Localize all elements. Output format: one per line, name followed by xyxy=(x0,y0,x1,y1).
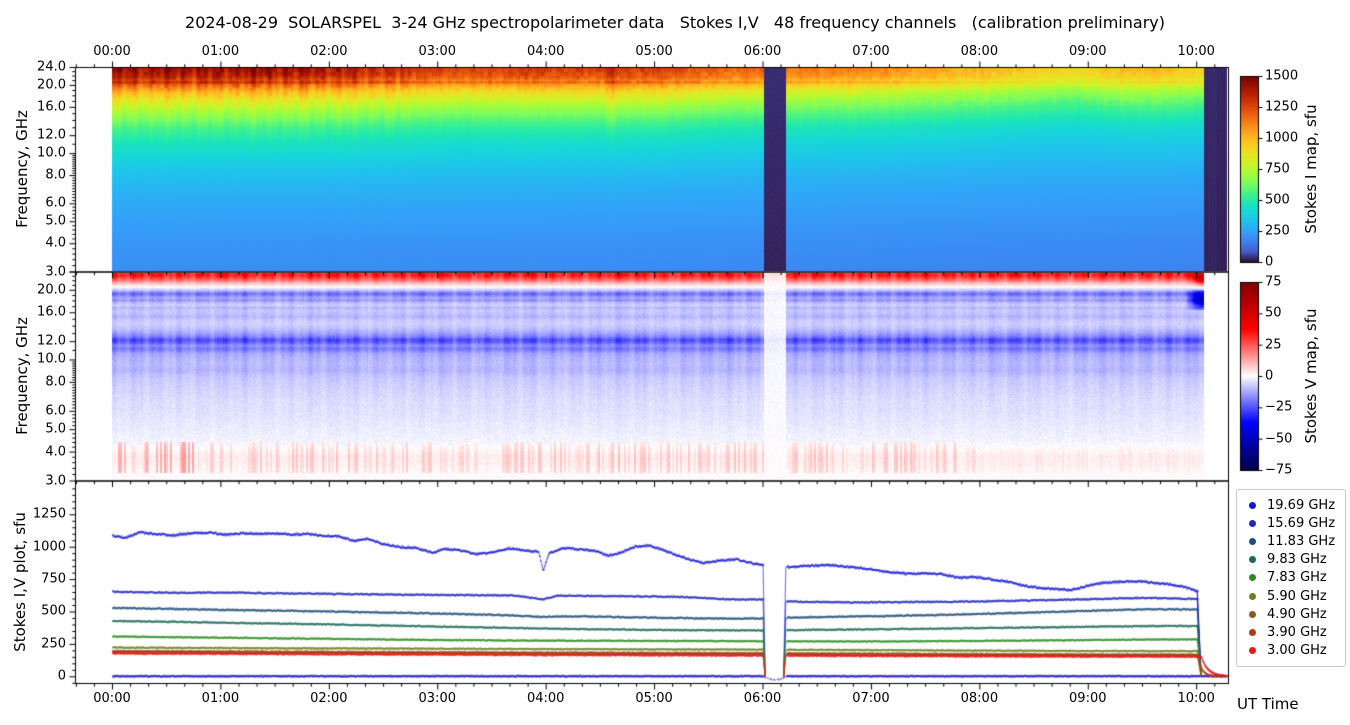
legend-label: 3.00 GHz xyxy=(1267,643,1327,659)
legend-label: 15.69 GHz xyxy=(1267,515,1336,531)
flux-tick-label: 0 xyxy=(57,668,66,684)
freq-tick-label-top-panel: 3.0 xyxy=(45,264,66,279)
legend-marker-icon xyxy=(1249,628,1256,636)
freq-tick-label-top-panel: 16.0 xyxy=(37,99,66,115)
legend-label: 9.83 GHz xyxy=(1267,552,1327,568)
legend: 19.69 GHz 15.69 GHz 11.83 GHz 9.83 GHz 7.83 … xyxy=(1236,489,1346,667)
freq-tick-label-top-panel: 10.0 xyxy=(37,145,66,161)
stokes-i-cbar-tick-label: 1250 xyxy=(1265,99,1299,115)
legend-label: 19.69 GHz xyxy=(1267,497,1336,513)
legend-label: 4.90 GHz xyxy=(1267,606,1327,622)
legend-label: 11.83 GHz xyxy=(1267,533,1336,549)
stokes-v-cbar-tick-label: 75 xyxy=(1265,274,1282,290)
stokes-i-cbar-tick-label: 750 xyxy=(1265,161,1290,177)
stokes-i-cbar-tick-label: 0 xyxy=(1265,254,1274,270)
stokes-i-cbar-tick-label: 250 xyxy=(1265,223,1290,239)
freq-axis-label-top: Frequency, GHz xyxy=(13,110,31,228)
x-tick-label-top: 00:00 xyxy=(93,44,131,59)
freq-tick-label-middle-panel: 5.0 xyxy=(45,421,66,437)
freq-tick-label-top-panel: 5.0 xyxy=(45,213,66,229)
x-tick-label-top: 07:00 xyxy=(852,44,890,59)
freq-tick-label-top-panel: 24.0 xyxy=(37,59,66,75)
flux-axis-label: Stokes I,V plot, sfu xyxy=(11,512,29,652)
stokes-i-cbar-tick-label: 500 xyxy=(1265,192,1290,208)
x-tick-label-bottom: 01:00 xyxy=(201,691,240,706)
flux-tick-label: 250 xyxy=(41,636,66,652)
figure-title: 2024-08-29 SOLARSPEL 3-24 GHz spectropol… xyxy=(185,13,1165,32)
freq-tick-label-top-panel: 12.0 xyxy=(37,127,66,143)
x-tick-label-bottom: 06:00 xyxy=(743,691,782,706)
x-tick-label-top: 09:00 xyxy=(1069,44,1107,59)
x-tick-label-bottom: 04:00 xyxy=(526,691,565,706)
stokes-v-cbar-tick-label: −25 xyxy=(1265,399,1293,415)
stokes-i-cbar-label: Stokes I map, sfu xyxy=(1302,104,1320,234)
stokes-v-cbar-tick-label: 25 xyxy=(1265,337,1282,353)
legend-marker-icon xyxy=(1249,556,1256,564)
legend-marker-icon xyxy=(1249,519,1256,527)
flux-tick-label: 1000 xyxy=(32,539,66,555)
x-tick-label-top: 04:00 xyxy=(526,44,565,59)
freq-tick-label-middle-panel: 10.0 xyxy=(37,351,66,367)
freq-tick-label-middle-panel: 12.0 xyxy=(37,333,66,349)
freq-tick-label-top-panel: 8.0 xyxy=(45,167,66,183)
legend-marker-icon xyxy=(1249,501,1256,509)
freq-axis-label-middle: Frequency, GHz xyxy=(13,317,31,435)
freq-tick-label-top-panel: 20.0 xyxy=(37,77,66,93)
legend-item: 7.83 GHz xyxy=(1245,569,1345,587)
stokes-v-cbar-tick-label: −75 xyxy=(1265,462,1293,478)
legend-label: 7.83 GHz xyxy=(1267,570,1327,586)
x-tick-label-bottom: 10:00 xyxy=(1177,691,1215,706)
stokes-v-cbar-tick-label: 50 xyxy=(1265,305,1282,321)
legend-label: 3.90 GHz xyxy=(1267,624,1327,640)
stokes-v-cbar-tick-label: −50 xyxy=(1265,431,1293,447)
x-tick-label-bottom: 00:00 xyxy=(93,691,131,706)
legend-item: 4.90 GHz xyxy=(1245,605,1345,623)
legend-marker-icon xyxy=(1249,537,1256,545)
legend-marker-icon xyxy=(1249,592,1256,600)
x-tick-label-top: 01:00 xyxy=(201,44,240,59)
legend-item: 19.69 GHz xyxy=(1245,496,1345,514)
legend-item: 9.83 GHz xyxy=(1245,551,1345,569)
stokes-i-cbar-tick-label: 1000 xyxy=(1265,130,1299,146)
freq-tick-label-top-panel: 6.0 xyxy=(45,195,66,211)
x-tick-label-bottom: 09:00 xyxy=(1069,691,1107,706)
x-tick-label-top: 10:00 xyxy=(1177,44,1215,59)
legend-item: 3.90 GHz xyxy=(1245,623,1345,641)
freq-tick-label-middle-panel: 6.0 xyxy=(45,403,66,419)
flux-tick-label: 500 xyxy=(41,603,66,619)
x-tick-label-top: 03:00 xyxy=(418,44,456,59)
stokes-v-cbar-tick-label: 0 xyxy=(1265,368,1274,384)
legend-item: 3.00 GHz xyxy=(1245,642,1345,660)
freq-tick-label-middle-panel: 4.0 xyxy=(45,444,66,460)
freq-tick-label-top-panel: 4.0 xyxy=(45,235,66,251)
flux-tick-label: 750 xyxy=(41,571,66,587)
time-axis-label: UT Time xyxy=(1237,695,1299,713)
stokes-v-cbar-label: Stokes V map, sfu xyxy=(1302,308,1320,444)
x-tick-label-top: 02:00 xyxy=(310,44,348,59)
legend-label: 5.90 GHz xyxy=(1267,588,1327,604)
legend-item: 5.90 GHz xyxy=(1245,587,1345,605)
x-tick-label-bottom: 03:00 xyxy=(418,691,456,706)
freq-tick-label-middle-panel: 20.0 xyxy=(37,282,66,298)
freq-tick-label-middle-panel: 3.0 xyxy=(45,473,66,488)
legend-marker-icon xyxy=(1249,610,1256,618)
x-tick-label-top: 06:00 xyxy=(743,44,782,59)
x-tick-label-bottom: 05:00 xyxy=(635,691,673,706)
x-tick-label-top: 05:00 xyxy=(635,44,673,59)
x-tick-label-bottom: 08:00 xyxy=(960,691,999,706)
flux-tick-label: 1250 xyxy=(32,506,66,522)
x-tick-label-bottom: 02:00 xyxy=(310,691,348,706)
stokes-i-cbar-tick-label: 1500 xyxy=(1265,68,1299,84)
legend-item: 15.69 GHz xyxy=(1245,514,1345,532)
legend-marker-icon xyxy=(1249,647,1256,655)
freq-tick-label-middle-panel: 16.0 xyxy=(37,304,66,320)
freq-tick-label-middle-panel: 8.0 xyxy=(45,374,66,390)
x-tick-label-top: 08:00 xyxy=(960,44,999,59)
x-tick-label-bottom: 07:00 xyxy=(852,691,890,706)
legend-item: 11.83 GHz xyxy=(1245,532,1345,550)
legend-marker-icon xyxy=(1249,574,1256,582)
